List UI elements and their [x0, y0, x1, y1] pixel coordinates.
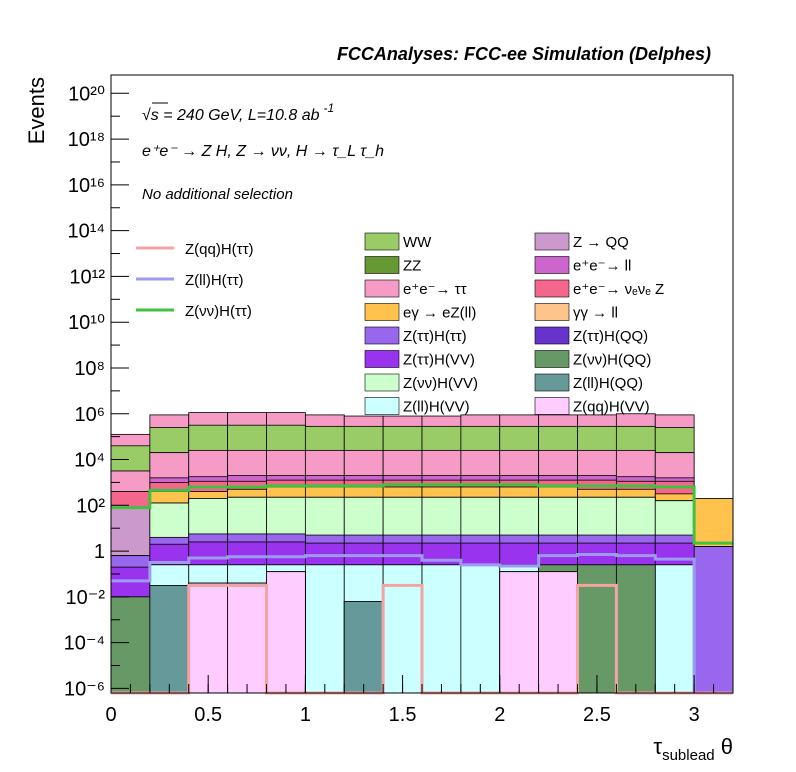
x-tick-label: 2 — [494, 704, 505, 726]
stacked-bars — [110, 412, 734, 694]
y-tick-label: 10¹⁶ — [68, 175, 105, 197]
y-tick-label: 10¹⁰ — [68, 312, 105, 334]
background-legend: WW Z → QQ ZZ e⁺e⁻→ ll e⁺e⁻→ ττ e⁺e⁻→ νₑνₑ Z eγ… — [364, 232, 664, 416]
legend-label: WW — [403, 234, 432, 251]
y-tick-label: 10⁻² — [66, 587, 106, 609]
y-axis-label: Events — [24, 77, 49, 144]
bar-z-ll-h-vv--bin-8 — [421, 564, 462, 694]
legend-label: e⁺e⁻→ ll — [573, 258, 631, 275]
legend-label: e⁺e⁻→ νₑνₑ Z — [573, 281, 664, 298]
bar-z-ll-h-qq--bin-6 — [343, 601, 384, 694]
y-tick-label: 10¹⁸ — [68, 129, 105, 151]
legend-swatch — [534, 232, 570, 251]
chart-title: FCCAnalyses: FCC-ee Simulation (Delphes) — [337, 44, 711, 64]
bar-z-ll-h-vv--bin-9 — [460, 564, 501, 694]
y-tick-label: 10² — [76, 495, 105, 517]
y-tick-label: 10⁴ — [74, 450, 105, 472]
energy-lumi-label: √s = 240 GeV, L=10.8 ab -1 — [142, 101, 334, 124]
legend-swatch — [364, 326, 400, 345]
bar-z-qq-h-vv--bin-4 — [266, 571, 306, 694]
y-tick-label: 1 — [94, 541, 105, 563]
x-tick-label: 3 — [689, 704, 700, 726]
y-tick-label: 10⁻⁴ — [64, 633, 105, 655]
legend-label: Z(ll)H(VV) — [403, 399, 470, 416]
legend-label: Z(qq)H(ττ) — [185, 241, 254, 258]
bar-z-h-qq--bin-0 — [110, 596, 151, 694]
legend-label: γγ → ll — [573, 305, 618, 322]
y-tick-label: 10⁶ — [75, 404, 105, 426]
legend-swatch — [534, 397, 570, 415]
x-tick-label: 0.5 — [194, 704, 222, 726]
y-tick-label: 10²⁰ — [68, 83, 105, 105]
bar-z-ll-h-vv--bin-5 — [304, 564, 345, 694]
signal-lines — [111, 483, 733, 695]
signal-line-z-h- — [111, 483, 733, 545]
legend-label: Z(ττ)H(VV) — [403, 352, 475, 369]
legend-label: Z(ll)H(QQ) — [573, 375, 643, 392]
legend-swatch — [364, 279, 400, 298]
legend-swatch — [534, 256, 570, 274]
legend-swatch — [534, 303, 570, 321]
y-tick-label: 10¹² — [69, 266, 105, 288]
legend-swatch — [364, 232, 400, 251]
selection-label: No additional selection — [142, 186, 293, 203]
x-tick-label: 2.5 — [583, 704, 611, 726]
signal-line-z-qq-h- — [111, 583, 733, 695]
legend-label: Z(ll)H(ττ) — [185, 272, 244, 289]
y-tick-label: 10⁻⁶ — [64, 678, 105, 700]
legend-label: Z(νν)H(ττ) — [185, 303, 252, 320]
bar-z-ll-h-qq--bin-1 — [149, 585, 190, 694]
bar-z-h-qq--bin-13 — [615, 564, 656, 694]
legend-label: eγ → eZ(ll) — [403, 305, 476, 322]
bar-z-h--bin-15 — [693, 546, 734, 694]
legend-swatch — [534, 326, 570, 345]
legend-label: Z → QQ — [573, 234, 629, 251]
x-tick-label: 1 — [300, 704, 311, 726]
legend-label: e⁺e⁻→ ττ — [403, 281, 467, 298]
legend-swatch — [534, 279, 570, 298]
bar-z-qq-h-vv--bin-10 — [499, 571, 540, 694]
bar-z-ll-h-vv--bin-14 — [654, 564, 695, 694]
bar-z-qq-h-vv--bin-3 — [227, 582, 267, 694]
legend-label: Z(qq)H(VV) — [573, 399, 650, 416]
legend-label: Z(ττ)H(QQ) — [573, 328, 648, 345]
legend-label: Z(ττ)H(ττ) — [403, 328, 467, 345]
legend-swatch — [364, 373, 400, 392]
legend-swatch — [364, 303, 400, 321]
y-tick-label: 10¹⁴ — [68, 221, 106, 243]
legend-label: Z(νν)H(QQ) — [573, 352, 651, 369]
signal-line-z-ll-h- — [111, 553, 733, 695]
legend-swatch — [364, 350, 400, 368]
signal-legend: Z(qq)H(ττ) Z(ll)H(ττ) Z(νν)H(ττ) — [136, 241, 254, 320]
bar-z-qq-h-vv--bin-11 — [538, 571, 578, 694]
y-tick-label: 10⁸ — [74, 358, 105, 380]
legend-swatch — [534, 350, 570, 368]
legend-label: ZZ — [403, 258, 421, 275]
x-tick-label: 0 — [105, 704, 116, 726]
x-tick-label: 1.5 — [389, 704, 417, 726]
process-label: e⁺e⁻ → Z H, Z → νν, H → τ_L τ_h — [142, 143, 384, 160]
bar-z-qq-h-vv--bin-2 — [188, 582, 229, 694]
x-axis-label: τsublead θ — [653, 734, 733, 764]
axis-ticks: 0 0.5 1 1.5 2 2.5 3 10⁻⁶ 10⁻⁴ 10⁻² 1 10² 10⁴ 10⁶ 10⁸ 10… — [64, 83, 715, 726]
legend-swatch — [364, 256, 400, 274]
legend-label: Z(νν)H(VV) — [403, 375, 478, 392]
legend-swatch — [534, 373, 570, 392]
legend-swatch — [364, 397, 400, 415]
